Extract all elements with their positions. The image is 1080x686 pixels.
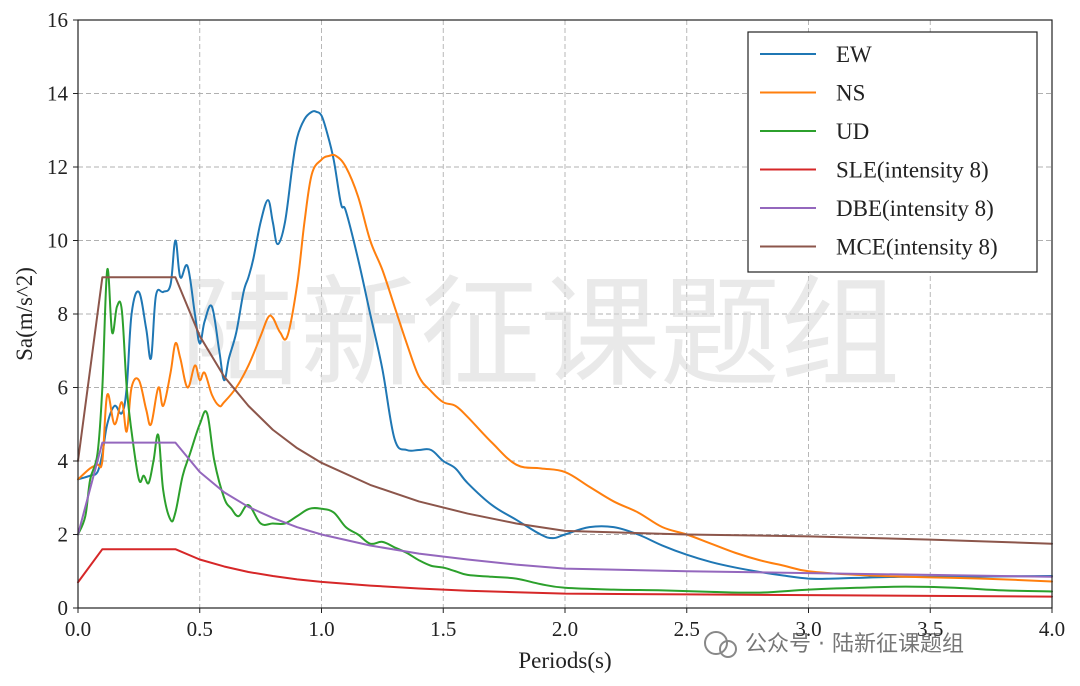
series-line-dbe xyxy=(77,441,1053,578)
watermark-text: 陆新征课题组 xyxy=(180,265,900,404)
y-tick-label: 12 xyxy=(47,155,68,179)
legend-label: NS xyxy=(836,81,865,106)
x-tick-label: 2.0 xyxy=(552,617,578,641)
series-line-ew xyxy=(77,110,1053,580)
x-axis-label: Periods(s) xyxy=(518,648,611,673)
legend-label: MCE(intensity 8) xyxy=(836,235,998,260)
y-axis-label: Sa(m/s^2) xyxy=(12,267,37,361)
x-tick-label: 2.5 xyxy=(674,617,700,641)
x-tick-label: 4.0 xyxy=(1039,617,1065,641)
y-tick-label: 10 xyxy=(47,229,68,253)
footer-watermark: 公众号 · 陆新征课题组 xyxy=(704,631,964,658)
y-tick-label: 6 xyxy=(58,376,69,400)
x-tick-label: 1.0 xyxy=(308,617,334,641)
x-tick-label: 1.5 xyxy=(430,617,456,641)
y-tick-label: 2 xyxy=(58,523,69,547)
y-tick-label: 8 xyxy=(58,302,69,326)
x-tick-label: 0.0 xyxy=(65,617,91,641)
x-tick-label: 0.5 xyxy=(187,617,213,641)
legend-label: SLE(intensity 8) xyxy=(836,158,989,183)
wechat-icon-inner xyxy=(719,640,737,658)
legend: EW NS UD SLE(intensity 8) DBE(intensity 8) MC… xyxy=(747,31,1038,273)
series-line-mce xyxy=(77,276,1053,545)
series-line-ns xyxy=(77,153,1053,583)
y-tick-label: 0 xyxy=(58,596,69,620)
legend-box xyxy=(747,31,1038,273)
footer-watermark-text: 公众号 · 陆新征课题组 xyxy=(745,632,964,657)
legend-label: EW xyxy=(836,42,872,67)
x-tick-label: 3.5 xyxy=(917,617,943,641)
y-tick-label: 14 xyxy=(47,82,69,106)
y-tick-label: 16 xyxy=(47,8,68,32)
legend-label: DBE(intensity 8) xyxy=(836,196,994,221)
wechat-icon xyxy=(704,631,728,655)
watermark: 陆新征课题组 xyxy=(180,265,900,404)
y-tick-label: 4 xyxy=(58,449,69,473)
legend-label: UD xyxy=(836,119,869,144)
x-tick-label: 3.0 xyxy=(795,617,821,641)
series-line-sle xyxy=(77,548,1053,598)
series-lines xyxy=(77,110,1053,598)
series-line-ud xyxy=(77,268,1053,594)
axis-ticks: 0.0 0.5 1.0 1.5 2.0 2.5 3.0 3.5 4.0 0 2 4 6 8 10 12 14 16 xyxy=(47,8,1065,641)
